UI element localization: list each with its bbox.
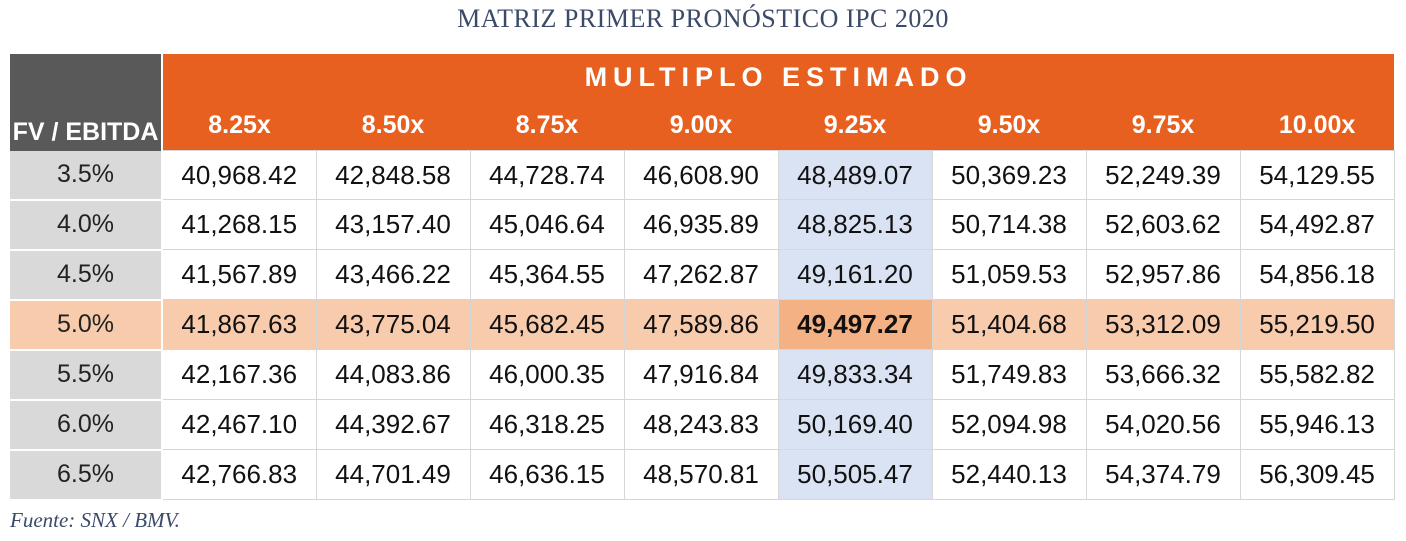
column-header-row: 8.25x 8.50x 8.75x 9.00x 9.25x 9.50x 9.75x 10.00… [10, 100, 1395, 151]
table-cell: 42,766.83 [161, 449, 317, 500]
table-cell: 47,262.87 [623, 249, 779, 300]
table-cell: 55,219.50 [1239, 299, 1395, 350]
table-cell: 43,157.40 [315, 199, 471, 250]
table-cell: 46,636.15 [469, 449, 625, 500]
table-cell: 48,243.83 [623, 399, 779, 450]
table-row: 6.5% 42,766.83 44,701.49 46,636.15 48,570.81… [10, 449, 1395, 501]
table-row: 4.0% 41,268.15 43,157.40 45,046.64 46,935.89… [10, 199, 1395, 251]
table-cell: 50,169.40 [777, 399, 933, 450]
row-header: 4.0% [10, 199, 163, 251]
column-header: 8.75x [470, 100, 624, 151]
table-cell: 53,666.32 [1085, 349, 1241, 400]
table-cell: 44,728.74 [469, 150, 625, 200]
table-cell: 44,701.49 [315, 449, 471, 500]
table-cell: 41,268.15 [161, 199, 317, 250]
table-row: 3.5% 40,968.42 42,848.58 44,728.74 46,608.90… [10, 150, 1395, 201]
table-cell: 52,249.39 [1085, 150, 1241, 200]
table-cell: 51,059.53 [931, 249, 1087, 300]
table-cell: 42,467.10 [161, 399, 317, 450]
table-row: 5.5% 42,167.36 44,083.86 46,000.35 47,916.84… [10, 349, 1395, 401]
row-header: 4.5% [10, 249, 163, 301]
table-cell: 52,603.62 [1085, 199, 1241, 250]
table-cell: 49,497.27 [777, 299, 933, 350]
row-header-label: FV / EBITDA [10, 54, 163, 151]
table-cell: 41,567.89 [161, 249, 317, 300]
row-header: 6.0% [10, 399, 163, 451]
table-cell: 48,489.07 [777, 150, 933, 200]
source-note: Fuente: SNX / BMV. [10, 508, 180, 532]
table-cell: 40,968.42 [161, 150, 317, 200]
table-cell: 46,935.89 [623, 199, 779, 250]
table-cell: 50,505.47 [777, 449, 933, 500]
table-cell: 48,825.13 [777, 199, 933, 250]
table-cell: 54,492.87 [1239, 199, 1395, 250]
column-header: 9.25x [778, 100, 932, 151]
table-cell: 47,589.86 [623, 299, 779, 350]
header-banner-row: FV / EBITDA MULTIPLO ESTIMADO [10, 54, 1395, 151]
table-cell: 55,946.13 [1239, 399, 1395, 450]
table-cell: 54,020.56 [1085, 399, 1241, 450]
table-cell: 52,440.13 [931, 449, 1087, 500]
table-cell: 43,466.22 [315, 249, 471, 300]
column-header: 9.00x [624, 100, 778, 151]
table-cell: 55,582.82 [1239, 349, 1395, 400]
table-row: 4.5% 41,567.89 43,466.22 45,364.55 47,262.87… [10, 249, 1395, 301]
table-cell: 45,046.64 [469, 199, 625, 250]
table-cell: 45,364.55 [469, 249, 625, 300]
row-header: 5.0% [10, 299, 163, 351]
table-cell: 50,714.38 [931, 199, 1087, 250]
table-cell: 46,318.25 [469, 399, 625, 450]
forecast-matrix-table: FV / EBITDA MULTIPLO ESTIMADO 8.25x 8.50x… [10, 54, 1395, 501]
table-cell: 46,608.90 [623, 150, 779, 200]
table-cell: 49,161.20 [777, 249, 933, 300]
table-row: 5.0% 41,867.63 43,775.04 45,682.45 47,589.86… [10, 299, 1395, 351]
column-header: 10.00x [1240, 100, 1395, 151]
table-cell: 47,916.84 [623, 349, 779, 400]
table-cell: 54,856.18 [1239, 249, 1395, 300]
row-header: 5.5% [10, 349, 163, 401]
table-cell: 56,309.45 [1239, 449, 1395, 500]
table-cell: 44,083.86 [315, 349, 471, 400]
column-header: 9.50x [932, 100, 1086, 151]
matrix-body: 3.5% 40,968.42 42,848.58 44,728.74 46,608.90… [10, 150, 1395, 501]
table-cell: 54,129.55 [1239, 150, 1395, 200]
column-header: 8.25x [162, 100, 316, 151]
table-row: 6.0% 42,467.10 44,392.67 46,318.25 48,243.83… [10, 399, 1395, 451]
table-cell: 41,867.63 [161, 299, 317, 350]
table-cell: 45,682.45 [469, 299, 625, 350]
table-cell: 49,833.34 [777, 349, 933, 400]
row-header: 3.5% [10, 150, 163, 201]
table-cell: 42,167.36 [161, 349, 317, 400]
table-cell: 46,000.35 [469, 349, 625, 400]
table-cell: 43,775.04 [315, 299, 471, 350]
row-header: 6.5% [10, 449, 163, 501]
table-cell: 51,404.68 [931, 299, 1087, 350]
column-header: 8.50x [316, 100, 470, 151]
table-cell: 48,570.81 [623, 449, 779, 500]
column-header: 9.75x [1086, 100, 1240, 151]
table-cell: 50,369.23 [931, 150, 1087, 200]
table-cell: 52,094.98 [931, 399, 1087, 450]
table-title: MATRIZ PRIMER PRONÓSTICO IPC 2020 [457, 4, 949, 33]
table-cell: 42,848.58 [315, 150, 471, 200]
table-cell: 54,374.79 [1085, 449, 1241, 500]
column-group-label: MULTIPLO ESTIMADO [162, 54, 1395, 100]
table-cell: 53,312.09 [1085, 299, 1241, 350]
table-cell: 51,749.83 [931, 349, 1087, 400]
table-cell: 44,392.67 [315, 399, 471, 450]
table-cell: 52,957.86 [1085, 249, 1241, 300]
